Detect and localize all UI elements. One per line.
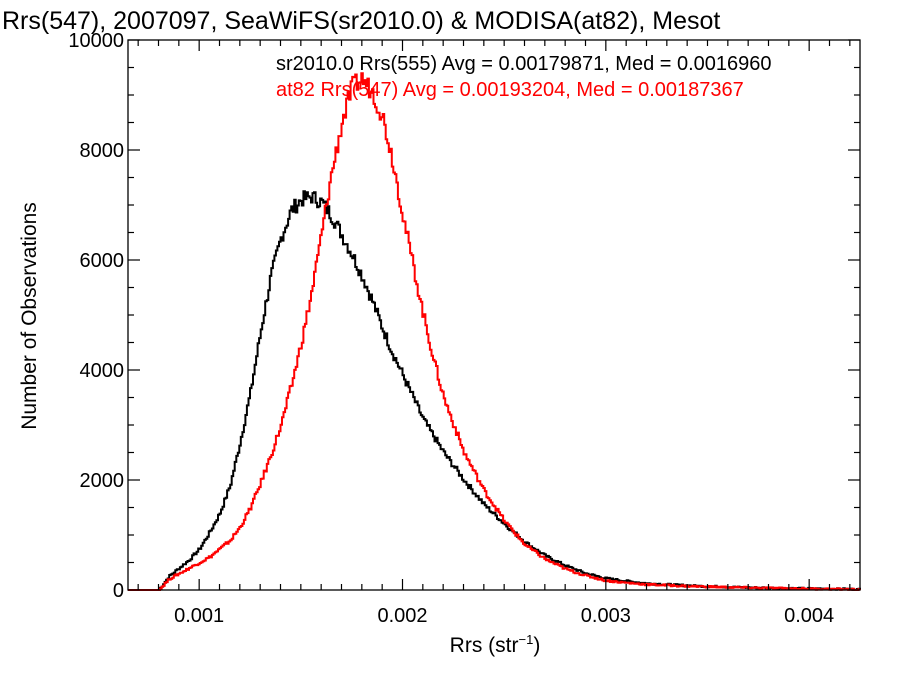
y-tick-label: 2000 [80, 470, 125, 492]
series-layer [128, 72, 861, 591]
y-tick-label: 0 [113, 580, 124, 602]
series-line-at82 [128, 72, 861, 591]
annotation-at82: at82 Rrs(547) Avg = 0.00193204, Med = 0.… [276, 79, 744, 101]
plot-frame [127, 39, 861, 591]
annotation-layer: sr2010.0 Rrs(555) Avg = 0.00179871, Med … [276, 53, 772, 101]
y-axis-title: Number of Observations [18, 202, 41, 430]
y-tick-label: 6000 [80, 250, 125, 272]
y-tick-label: 8000 [80, 140, 125, 162]
y-tick-label: 4000 [80, 360, 125, 382]
x-tick-label: 0.002 [377, 605, 427, 627]
x-axis-title: Rrs (str−1) [450, 632, 541, 657]
y-tick-label: 10000 [68, 30, 124, 52]
x-axis-title-close: ) [533, 634, 540, 657]
x-tick-label: 0.004 [784, 605, 834, 627]
x-tick-label: 0.001 [174, 605, 224, 627]
chart-title: Rrs(547), 2007097, SeaWiFS(sr2010.0) & M… [2, 7, 720, 35]
x-axis-title-superscript: −1 [519, 632, 534, 647]
axes-layer: 0.001 0.002 0.003 0.004 0 2000 4000 6000 8000 100… [68, 30, 861, 627]
x-tick-label: 0.003 [581, 605, 631, 627]
annotation-sr2010: sr2010.0 Rrs(555) Avg = 0.00179871, Med … [276, 53, 772, 75]
x-axis-title-main: Rrs (str [450, 634, 519, 657]
